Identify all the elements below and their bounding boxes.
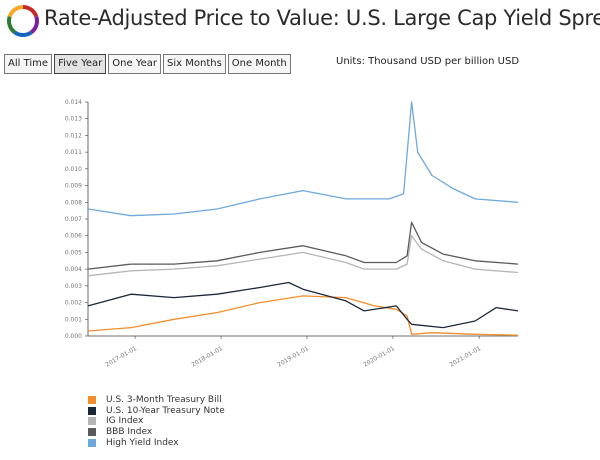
legend-item[interactable]: U.S. 10-Year Treasury Note (88, 406, 225, 417)
legend-label: U.S. 10-Year Treasury Note (106, 405, 225, 416)
y-tick-label: 0.000 (65, 333, 82, 340)
y-tick-label: 0.014 (65, 99, 82, 106)
legend-item[interactable]: BBB Index (88, 427, 225, 438)
series-line-3 (87, 221, 519, 270)
legend-label: BBB Index (106, 427, 153, 438)
legend-item[interactable]: U.S. 3-Month Treasury Bill (88, 395, 225, 406)
legend-label: High Yield Index (106, 437, 179, 448)
range-button-five-year[interactable]: Five Year (54, 54, 107, 74)
range-selector: All Time Five Year One Year Six Months O… (4, 54, 293, 74)
series-line-1 (87, 281, 519, 329)
y-tick-label: 0.004 (65, 266, 82, 273)
x-tick-label: 2019-01-01 (276, 345, 310, 369)
y-tick-label: 0.008 (65, 199, 82, 206)
logo-ring-segment (7, 16, 17, 34)
units-label: Units: Thousand USD per billion USD (336, 56, 520, 67)
legend-swatch (88, 417, 96, 426)
legend-label: IG Index (106, 416, 144, 427)
range-button-one-year[interactable]: One Year (108, 54, 162, 74)
x-tick-label: 2017-01-01 (104, 345, 138, 369)
y-tick-label: 0.001 (65, 316, 82, 323)
y-tick-label: 0.005 (65, 249, 82, 256)
y-tick-label: 0.003 (65, 283, 82, 290)
app-logo (7, 5, 39, 37)
logo-ring-segment (7, 5, 24, 18)
legend-label: U.S. 3-Month Treasury Bill (106, 395, 222, 406)
y-tick-label: 0.010 (65, 166, 82, 173)
legend-swatch (88, 428, 96, 437)
legend-item[interactable]: IG Index (88, 416, 225, 427)
series-line-0 (87, 295, 519, 336)
page-title: Rate-Adjusted Price to Value: U.S. Large… (44, 6, 600, 30)
y-tick-label: 0.009 (65, 183, 82, 190)
range-button-one-month[interactable]: One Month (227, 54, 291, 74)
series-line-2 (87, 235, 519, 277)
x-tick-label: 2020-01-01 (362, 345, 396, 369)
legend-item[interactable]: High Yield Index (88, 437, 225, 448)
legend-swatch (88, 406, 96, 415)
y-tick-label: 0.006 (65, 233, 82, 240)
line-chart: 0.000 0.001 0.002 0.003 0.004 0.005 0.006 0.007… (65, 99, 519, 369)
legend-swatch (88, 396, 96, 405)
range-button-all-time[interactable]: All Time (4, 54, 53, 74)
logo-ring-segment (22, 5, 39, 18)
logo-ring-segment (13, 30, 33, 37)
logo-ring-segment (29, 16, 39, 34)
legend-swatch (88, 438, 96, 447)
y-tick-label: 0.012 (65, 132, 82, 139)
range-button-six-months[interactable]: Six Months (163, 54, 226, 74)
x-tick-label: 2018-01-01 (190, 345, 224, 369)
x-tick-label: 2021-01-01 (448, 345, 482, 369)
chart-legend: U.S. 3-Month Treasury Bill U.S. 10-Year T… (88, 395, 225, 448)
y-tick-label: 0.013 (65, 116, 82, 123)
y-tick-label: 0.007 (65, 216, 82, 223)
series-line-4 (87, 101, 519, 217)
y-tick-label: 0.002 (65, 300, 82, 307)
y-tick-label: 0.011 (65, 149, 82, 156)
